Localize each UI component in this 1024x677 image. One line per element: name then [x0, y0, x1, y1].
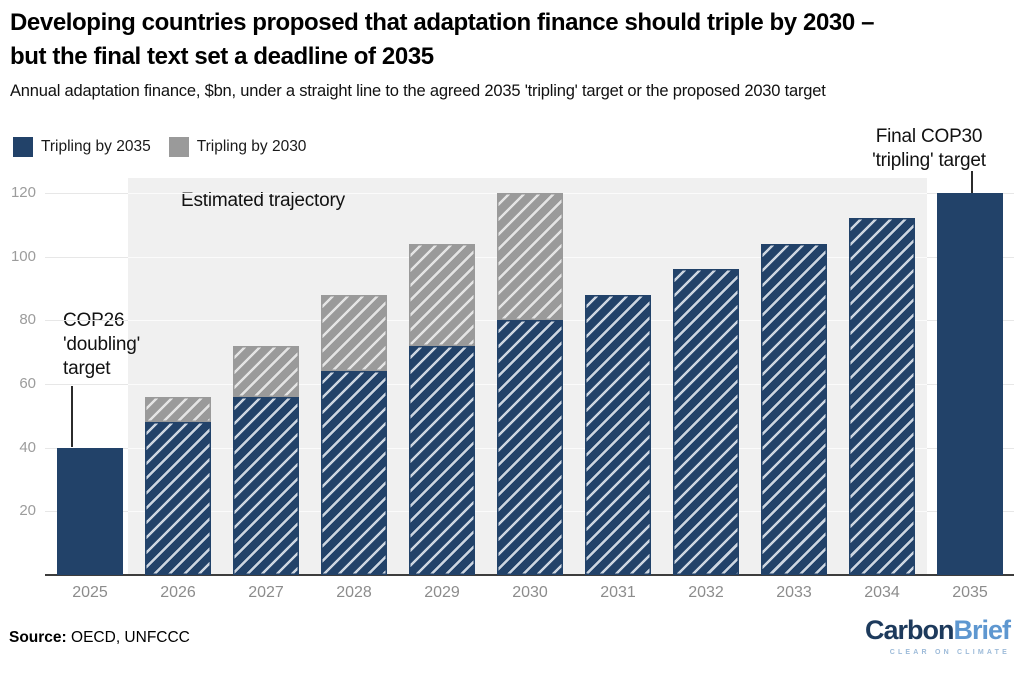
- legend-swatch-tripling-2035: [13, 137, 33, 157]
- bar-2034-tripling-2035-segment: [849, 218, 915, 575]
- chart-subtitle: Annual adaptation finance, $bn, under a …: [10, 82, 826, 100]
- bar-2028-tripling-2035-segment: [321, 371, 387, 575]
- x-axis-tick-label: 2026: [160, 584, 196, 601]
- annotation-cop26-pointer-line: [71, 386, 73, 447]
- y-axis-tick-label: 20: [19, 502, 36, 520]
- annotation-final-cop30-target: Final COP30 'tripling' target: [848, 125, 1010, 173]
- x-axis-tick-label: 2027: [248, 584, 284, 601]
- bar-2032-tripling-2035-segment: [673, 269, 739, 575]
- legend-item-tripling-2035: Tripling by 2035: [13, 137, 151, 157]
- carbonbrief-logo-tagline: CLEAR ON CLIMATE: [889, 649, 1010, 656]
- x-axis-tick-label: 2029: [424, 584, 460, 601]
- bar-2028-tripling-2030-segment: [321, 294, 387, 372]
- carbonbrief-logo-carbon: Carbon: [864, 615, 954, 645]
- chart-title: Developing countries proposed that adapt…: [10, 6, 1014, 74]
- annotation-final-cop30-line1: Final COP30: [875, 126, 983, 147]
- annotation-estimated-trajectory: Estimated trajectory: [181, 190, 345, 211]
- x-axis-tick-label: 2028: [336, 584, 372, 601]
- y-axis-tick-label: 100: [10, 247, 36, 265]
- x-axis-tick-label: 2033: [776, 584, 812, 601]
- carbonbrief-logo: CarbonBrief CLEAR ON CLIMATE: [864, 615, 1011, 656]
- x-axis-tick-label: 2035: [952, 584, 988, 601]
- x-axis-tick-label: 2034: [864, 584, 900, 601]
- bar-2026-tripling-2030-segment: [145, 396, 211, 423]
- y-axis-tick-label: 80: [19, 311, 36, 329]
- legend: Tripling by 2035 Tripling by 2030: [13, 137, 306, 157]
- y-axis-tick-label: 40: [19, 438, 36, 456]
- chart-title-line1: Developing countries proposed that adapt…: [10, 9, 875, 36]
- annotation-final-cop30-line2: 'tripling' target: [872, 150, 986, 171]
- chart-title-line2: but the final text set a deadline of 203…: [10, 43, 434, 70]
- annotation-final-cop30-pointer-line: [971, 171, 973, 194]
- source-names: OECD, UNFCCC: [71, 629, 190, 646]
- bar-2025-tripling-2035-segment: [57, 447, 123, 575]
- source-label: Source:: [9, 629, 67, 646]
- annotation-cop26-line2: 'doubling': [63, 334, 141, 355]
- bar-2029-tripling-2035-segment: [409, 345, 475, 575]
- bar-2026-tripling-2035-segment: [145, 422, 211, 575]
- carbonbrief-logo-wordmark: CarbonBrief: [864, 615, 1011, 645]
- x-axis-tick-label: 2025: [72, 584, 108, 601]
- x-axis-tick-label: 2032: [688, 584, 724, 601]
- y-axis-tick-label: 60: [19, 375, 36, 392]
- bar-2027-tripling-2035-segment: [233, 396, 299, 575]
- bar-2033-tripling-2035-segment: [761, 243, 827, 575]
- bar-2029-tripling-2030-segment: [409, 243, 475, 346]
- bar-2027-tripling-2030-segment: [233, 345, 299, 397]
- legend-label-tripling-2035: Tripling by 2035: [41, 138, 151, 155]
- x-axis-tick-label: 2030: [512, 584, 548, 601]
- source-line: Source: OECD, UNFCCC: [9, 629, 190, 647]
- x-axis-tick-label: 2031: [600, 584, 636, 601]
- carbonbrief-logo-brief: Brief: [953, 615, 1011, 645]
- legend-item-tripling-2030: Tripling by 2030: [168, 137, 307, 157]
- y-axis-tick-label: 120: [10, 184, 36, 201]
- bar-2030-tripling-2030-segment: [497, 193, 563, 321]
- annotation-cop26-line3: target: [63, 358, 111, 379]
- bar-2031-tripling-2035-segment: [585, 294, 651, 575]
- legend-label-tripling-2030: Tripling by 2030: [196, 138, 307, 155]
- bar-2030-tripling-2035-segment: [497, 320, 563, 575]
- bar-2035-tripling-2035-segment: [937, 193, 1003, 575]
- legend-swatch-tripling-2030: [168, 137, 189, 157]
- annotation-cop26-doubling-target: COP26 'doubling' target: [63, 309, 140, 381]
